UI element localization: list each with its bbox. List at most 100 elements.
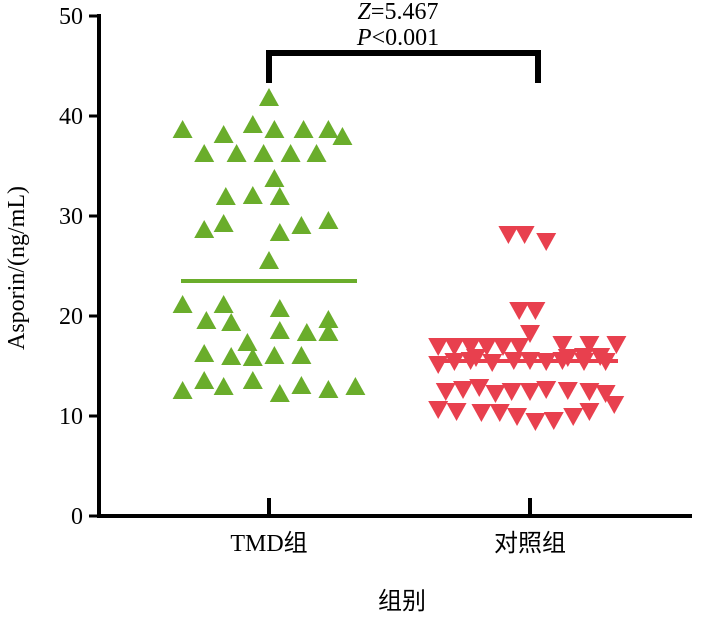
data-point-series1-34 — [194, 344, 215, 362]
data-point-series1-25 — [213, 295, 234, 313]
data-point-series1-1 — [172, 120, 193, 138]
data-point-series1-39 — [172, 381, 193, 399]
data-point-series1-45 — [318, 380, 339, 398]
data-point-series2-14 — [579, 336, 600, 354]
data-point-series2-40 — [428, 401, 449, 419]
data-point-series1-27 — [318, 310, 339, 328]
data-point-series2-38 — [579, 383, 600, 401]
data-point-series2-2 — [514, 226, 535, 244]
data-point-series2-9 — [460, 338, 481, 356]
data-point-series1-32 — [296, 323, 317, 341]
z-label: Z — [358, 0, 372, 25]
data-point-series1-4 — [226, 144, 247, 162]
data-point-series1-41 — [213, 377, 234, 395]
data-point-series2-30 — [435, 383, 456, 401]
data-point-series2-28 — [590, 348, 611, 366]
data-point-series1-12 — [332, 127, 353, 145]
data-point-series1-2 — [194, 144, 215, 162]
data-point-series1-40 — [194, 371, 215, 389]
data-point-series1-30 — [237, 333, 258, 351]
data-point-series1-23 — [259, 251, 279, 269]
data-point-series1-19 — [213, 214, 234, 232]
data-point-series2-36 — [536, 381, 557, 399]
p-value: P<0.001 — [356, 25, 439, 51]
data-point-series2-5 — [525, 302, 546, 320]
data-point-series1-37 — [264, 346, 285, 364]
data-point-series1-5 — [242, 115, 263, 133]
data-point-series2-45 — [525, 413, 546, 431]
data-point-series1-8 — [280, 144, 301, 162]
data-point-series1-36 — [242, 348, 263, 366]
data-point-series1-26 — [269, 299, 290, 317]
z-value: =5.467 — [371, 0, 439, 25]
y-tick-label-30: 30 — [59, 204, 83, 230]
data-point-series1-10 — [306, 144, 327, 162]
bracket-line — [266, 50, 541, 83]
data-point-series1-11 — [318, 120, 339, 138]
data-point-series1-44 — [291, 376, 312, 394]
data-point-series1-29 — [221, 313, 242, 331]
data-point-series1-42 — [242, 371, 263, 389]
data-point-series2-6 — [520, 325, 540, 343]
data-point-series1-43 — [269, 384, 290, 402]
data-point-series2-32 — [469, 379, 490, 397]
data-point-series1-14 — [215, 187, 236, 205]
data-point-series2-31 — [453, 381, 474, 399]
data-point-series2-13 — [552, 336, 573, 354]
x-axis-title: 组别 — [378, 588, 426, 615]
data-point-series1-9 — [293, 120, 314, 138]
data-point-series1-31 — [269, 321, 290, 339]
median-lines — [181, 279, 618, 363]
data-point-series2-1 — [498, 226, 519, 244]
data-point-series2-3 — [536, 233, 557, 251]
y-tick-label-0: 0 — [71, 504, 83, 530]
data-point-series1-20 — [269, 223, 290, 241]
x-category-label-1: TMD组 — [230, 530, 307, 557]
data-point-series2-27 — [574, 348, 594, 366]
data-point-series2-15 — [606, 336, 627, 354]
data-point-series2-39 — [595, 385, 616, 403]
y-tick-label-50: 50 — [59, 4, 83, 30]
data-point-series2-41 — [446, 403, 467, 421]
data-point-series1-3 — [213, 125, 234, 143]
data-point-series2-46 — [543, 412, 564, 430]
y-axis-title: Asporin/(ng/mL) — [4, 186, 30, 350]
y-tick-label-10: 10 — [59, 404, 83, 430]
data-point-series2-43 — [489, 404, 510, 422]
data-point-series1-33 — [318, 323, 339, 341]
data-point-series2-44 — [507, 408, 528, 426]
data-point-series2-8 — [444, 338, 465, 356]
data-point-series1-16 — [264, 169, 285, 187]
data-point-series1-46 — [345, 377, 366, 395]
data-point-series1-35 — [221, 347, 242, 365]
data-point-series2-26 — [557, 349, 578, 367]
y-axis-ticks: 0 10 20 30 40 50 — [59, 4, 99, 530]
data-point-series2-35 — [520, 383, 540, 401]
data-point-series1-22 — [318, 211, 339, 229]
data-points — [172, 88, 627, 431]
data-point-series1-13 — [259, 88, 279, 106]
data-point-series2-47 — [563, 408, 584, 426]
data-point-series2-7 — [428, 338, 449, 356]
p-label: P — [356, 25, 372, 51]
x-category-label-2: 对照组 — [494, 530, 566, 557]
y-tick-label-20: 20 — [59, 304, 83, 330]
data-point-series1-28 — [196, 311, 217, 329]
data-point-series1-15 — [242, 186, 263, 204]
axes — [97, 14, 692, 518]
data-point-series1-21 — [291, 216, 312, 234]
significance-bracket — [266, 50, 541, 83]
data-point-series2-29 — [466, 349, 486, 367]
data-point-series1-7 — [264, 120, 285, 138]
data-point-series1-18 — [194, 220, 215, 238]
data-point-series2-49 — [604, 396, 625, 414]
data-point-series2-4 — [509, 302, 530, 320]
x-axis-categories: TMD组 对照组 — [230, 498, 566, 557]
data-point-series1-24 — [172, 295, 193, 313]
data-point-series2-12 — [509, 338, 530, 356]
data-point-series2-48 — [579, 403, 600, 421]
data-point-series1-38 — [291, 346, 312, 364]
data-point-series2-42 — [471, 404, 492, 422]
data-point-series2-33 — [485, 385, 506, 403]
